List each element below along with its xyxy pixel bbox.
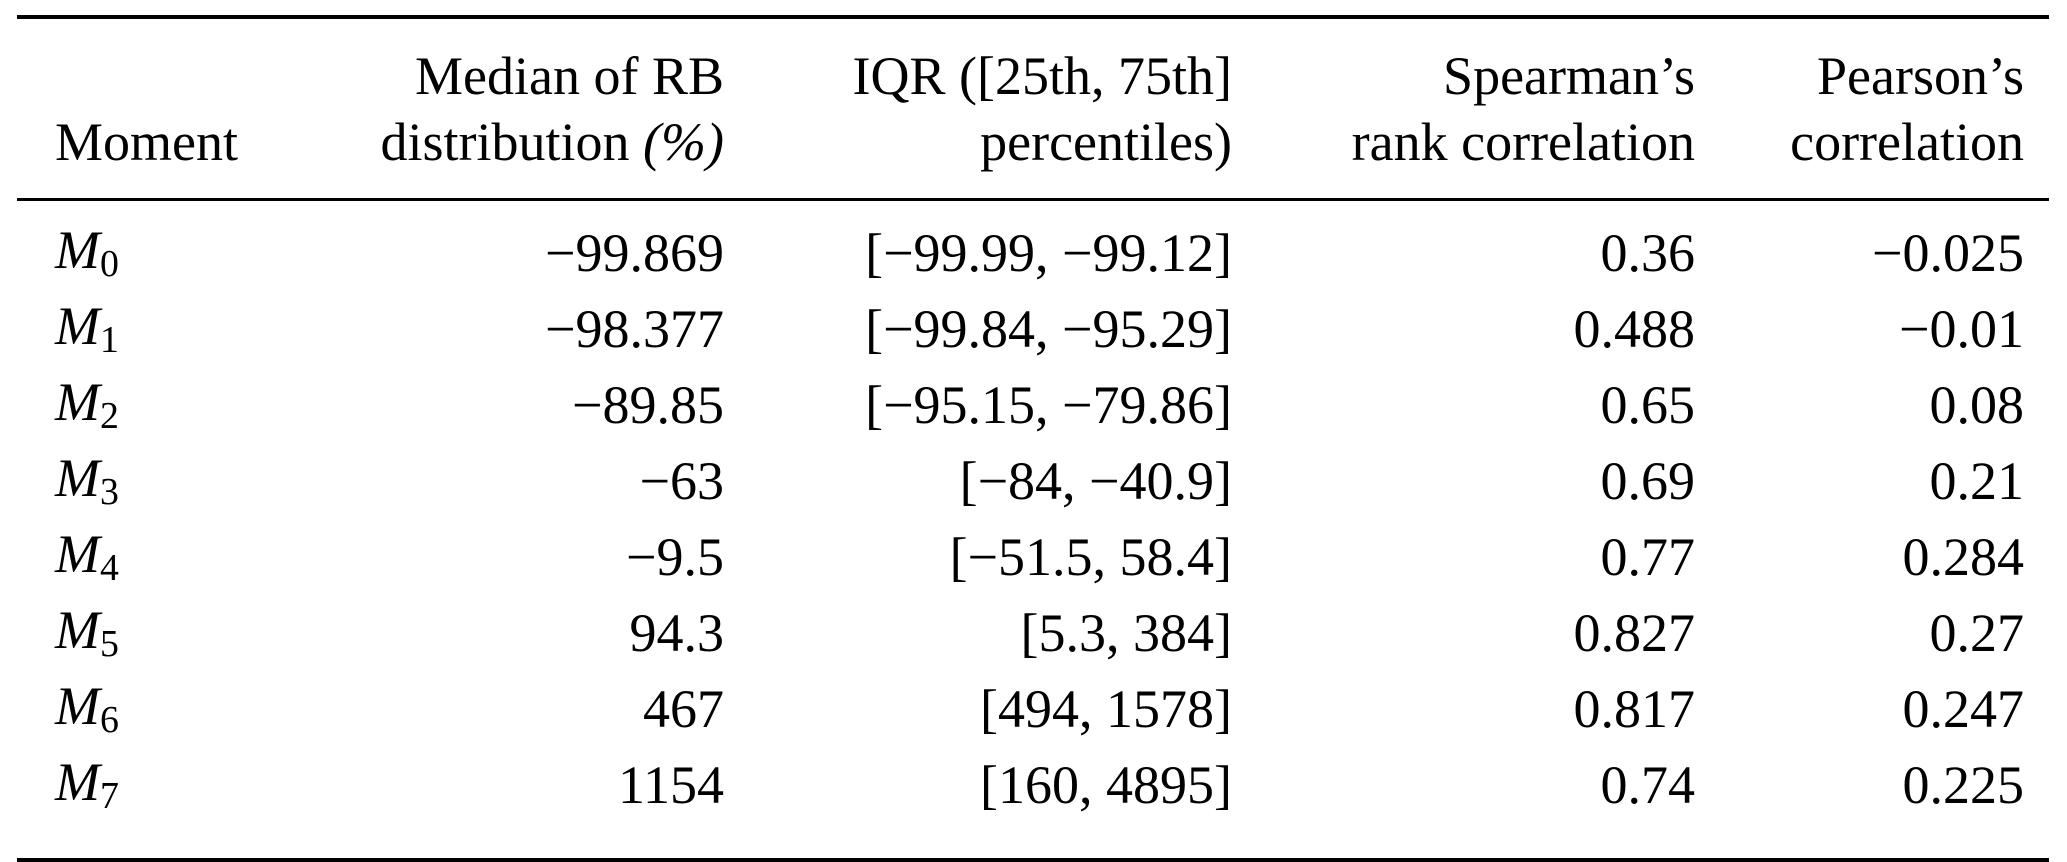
header-line: Pearson’s bbox=[1817, 46, 2024, 106]
iqr-cell: [−84, −40.9] bbox=[959, 451, 1232, 511]
moment-subscript: 2 bbox=[99, 395, 119, 438]
iqr-cell: [160, 4895] bbox=[980, 755, 1232, 815]
results-table: Moment Median of RB distribution (%) IQR… bbox=[17, 15, 2049, 862]
iqr-cell: [−99.84, −95.29] bbox=[865, 299, 1232, 359]
moment-subscript: 1 bbox=[99, 319, 119, 362]
moment-cell: M7 bbox=[55, 752, 119, 818]
moment-subscript: 7 bbox=[99, 775, 119, 818]
pearson-cell: 0.225 bbox=[1902, 755, 2025, 815]
header-row: Moment Median of RB distribution (%) IQR… bbox=[17, 17, 2049, 201]
moment-cell: M6 bbox=[55, 676, 119, 742]
spearman-cell: 0.74 bbox=[1600, 755, 1696, 815]
moment-subscript: 4 bbox=[99, 547, 119, 590]
iqr-cell: [494, 1578] bbox=[980, 679, 1232, 739]
moment-subscript: 5 bbox=[99, 623, 119, 666]
iqr-cell: [5.3, 384] bbox=[1020, 603, 1232, 663]
iqr-cell: [−51.5, 58.4] bbox=[949, 527, 1232, 587]
moment-cell: M3 bbox=[55, 448, 119, 514]
spearman-cell: 0.817 bbox=[1573, 679, 1696, 739]
header-line: correlation bbox=[1790, 112, 2024, 172]
pearson-cell: 0.08 bbox=[1929, 375, 2025, 435]
pearson-cell: −0.01 bbox=[1899, 299, 2024, 359]
header-line: Moment bbox=[55, 112, 238, 172]
header-pearson: Pearson’s correlation bbox=[1695, 17, 2049, 201]
table-body: M0 −99.869 [−99.99, −99.12] 0.36 −0.025 … bbox=[17, 200, 2049, 861]
spearman-cell: 0.488 bbox=[1573, 299, 1696, 359]
moment-subscript: 6 bbox=[99, 699, 119, 742]
pearson-cell: −0.025 bbox=[1872, 223, 2024, 283]
median-cell: −89.85 bbox=[572, 375, 724, 435]
median-cell: −98.377 bbox=[545, 299, 724, 359]
median-cell: 467 bbox=[643, 679, 724, 739]
header-moment: Moment bbox=[17, 17, 300, 201]
pearson-cell: 0.21 bbox=[1929, 451, 2025, 511]
median-cell: 1154 bbox=[618, 755, 724, 815]
median-cell: −99.869 bbox=[545, 223, 724, 283]
median-cell: −63 bbox=[639, 451, 724, 511]
table-row: M2 −89.85 [−95.15, −79.86] 0.65 0.08 bbox=[17, 367, 2049, 443]
header-median-rb: Median of RB distribution (%) bbox=[300, 17, 724, 201]
pearson-cell: 0.284 bbox=[1902, 527, 2025, 587]
header-line: rank correlation bbox=[1351, 112, 1695, 172]
median-cell: 94.3 bbox=[629, 603, 725, 663]
header-line: distribution (%) bbox=[380, 112, 724, 172]
spearman-cell: 0.36 bbox=[1600, 223, 1696, 283]
table-row: M5 94.3 [5.3, 384] 0.827 0.27 bbox=[17, 595, 2049, 671]
spearman-cell: 0.77 bbox=[1600, 527, 1696, 587]
table-row: M7 1154 [160, 4895] 0.74 0.225 bbox=[17, 747, 2049, 860]
moment-cell: M1 bbox=[55, 296, 119, 362]
moment-cell: M2 bbox=[55, 372, 119, 438]
spearman-cell: 0.69 bbox=[1600, 451, 1696, 511]
header-line: IQR ([25th, 75th] bbox=[852, 46, 1232, 106]
percent-unit: (%) bbox=[643, 112, 724, 172]
moment-subscript: 0 bbox=[99, 243, 119, 286]
table-row: M1 −98.377 [−99.84, −95.29] 0.488 −0.01 bbox=[17, 291, 2049, 367]
iqr-cell: [−95.15, −79.86] bbox=[865, 375, 1232, 435]
table-row: M3 −63 [−84, −40.9] 0.69 0.21 bbox=[17, 443, 2049, 519]
header-line: percentiles) bbox=[980, 112, 1232, 172]
table-header: Moment Median of RB distribution (%) IQR… bbox=[17, 17, 2049, 201]
results-table-container: Moment Median of RB distribution (%) IQR… bbox=[17, 15, 2049, 862]
header-iqr: IQR ([25th, 75th] percentiles) bbox=[724, 17, 1232, 201]
moment-cell: M5 bbox=[55, 600, 119, 666]
moment-cell: M0 bbox=[55, 220, 119, 286]
spearman-cell: 0.827 bbox=[1573, 603, 1696, 663]
median-cell: −9.5 bbox=[626, 527, 724, 587]
table-row: M4 −9.5 [−51.5, 58.4] 0.77 0.284 bbox=[17, 519, 2049, 595]
header-spearman: Spearman’s rank correlation bbox=[1232, 17, 1695, 201]
moment-cell: M4 bbox=[55, 524, 119, 590]
table-row: M0 −99.869 [−99.99, −99.12] 0.36 −0.025 bbox=[17, 200, 2049, 292]
table-row: M6 467 [494, 1578] 0.817 0.247 bbox=[17, 671, 2049, 747]
header-line: Median of RB bbox=[415, 46, 724, 106]
iqr-cell: [−99.99, −99.12] bbox=[865, 223, 1232, 283]
header-line: Spearman’s bbox=[1443, 46, 1695, 106]
spearman-cell: 0.65 bbox=[1600, 375, 1696, 435]
moment-subscript: 3 bbox=[99, 471, 119, 514]
pearson-cell: 0.247 bbox=[1902, 679, 2025, 739]
pearson-cell: 0.27 bbox=[1929, 603, 2025, 663]
